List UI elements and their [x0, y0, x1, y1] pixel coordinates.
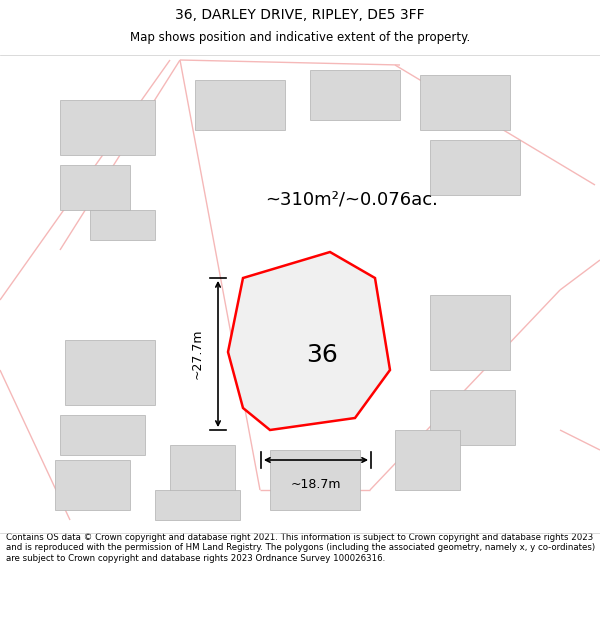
Polygon shape	[430, 140, 520, 195]
Polygon shape	[430, 390, 515, 445]
Text: ~310m²/~0.076ac.: ~310m²/~0.076ac.	[265, 191, 438, 209]
Text: ~18.7m: ~18.7m	[291, 478, 341, 491]
Polygon shape	[155, 490, 240, 520]
Text: 36, DARLEY DRIVE, RIPLEY, DE5 3FF: 36, DARLEY DRIVE, RIPLEY, DE5 3FF	[175, 8, 425, 22]
Text: 36: 36	[306, 343, 338, 367]
Polygon shape	[420, 75, 510, 130]
Polygon shape	[60, 415, 145, 455]
Polygon shape	[55, 460, 130, 510]
Text: ~27.7m: ~27.7m	[191, 329, 204, 379]
Polygon shape	[170, 445, 235, 510]
Polygon shape	[60, 100, 155, 155]
Polygon shape	[65, 340, 155, 405]
Polygon shape	[90, 210, 155, 240]
Polygon shape	[270, 450, 360, 510]
Polygon shape	[228, 252, 390, 430]
Polygon shape	[430, 295, 510, 370]
Text: Map shows position and indicative extent of the property.: Map shows position and indicative extent…	[130, 31, 470, 44]
Polygon shape	[195, 80, 285, 130]
Polygon shape	[395, 430, 460, 490]
Text: Contains OS data © Crown copyright and database right 2021. This information is : Contains OS data © Crown copyright and d…	[6, 533, 595, 562]
Polygon shape	[60, 165, 130, 210]
Polygon shape	[310, 70, 400, 120]
